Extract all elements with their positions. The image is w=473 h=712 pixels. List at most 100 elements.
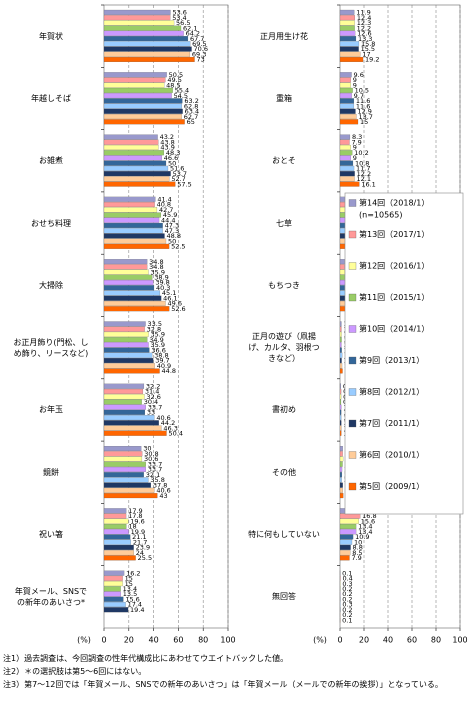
value-label: 0.1 — [342, 569, 352, 577]
bar — [339, 134, 351, 140]
value-label: 65 — [187, 118, 195, 126]
bar — [339, 56, 364, 62]
value-label: 7.9 — [351, 138, 361, 146]
bar — [103, 575, 123, 581]
bar — [339, 487, 343, 493]
bar — [339, 466, 343, 472]
value-label: 62.8 — [184, 102, 198, 110]
value-label: 19.4 — [130, 606, 144, 614]
bar — [103, 513, 127, 519]
x-tick-label: 40 — [149, 636, 159, 645]
category-label: 年賀状 — [39, 31, 63, 41]
value-label: 32.8 — [147, 325, 161, 333]
bar — [103, 51, 191, 57]
legend-swatch — [348, 356, 357, 365]
value-label: 31.4 — [145, 388, 159, 396]
bar — [339, 404, 342, 410]
value-label: 50.5 — [169, 71, 183, 79]
bar — [339, 25, 355, 31]
bar — [339, 388, 342, 394]
bar — [339, 383, 341, 389]
value-label: 69.5 — [192, 40, 206, 48]
value-label: 9.6 — [354, 71, 364, 79]
value-label: 0.2 — [342, 590, 352, 598]
value-label: 8.8 — [353, 544, 363, 552]
bar — [103, 41, 191, 47]
value-label: 10 — [354, 538, 362, 546]
bar — [103, 243, 170, 249]
bar — [103, 570, 125, 576]
bar — [339, 550, 351, 556]
bar — [103, 93, 172, 99]
value-label: 33.7 — [148, 466, 162, 474]
bar — [103, 274, 153, 280]
bar — [103, 544, 134, 550]
bar — [103, 358, 154, 364]
value-label: 50.4 — [168, 429, 182, 437]
bar — [103, 383, 145, 389]
value-label: 34.8 — [149, 263, 163, 271]
bar — [103, 217, 160, 223]
bar — [339, 425, 342, 431]
legend-swatch — [348, 230, 357, 239]
bar — [103, 77, 166, 83]
value-label: 62.7 — [184, 113, 198, 121]
legend-swatch — [348, 419, 357, 428]
bar — [103, 233, 165, 239]
bar — [339, 98, 355, 104]
value-label: 40.8 — [157, 201, 171, 209]
bar — [103, 487, 155, 493]
bar — [339, 415, 342, 421]
bar — [103, 56, 195, 62]
bar — [103, 300, 166, 306]
value-label: 30.6 — [144, 455, 158, 463]
bar — [103, 420, 159, 426]
bar — [103, 508, 127, 514]
bar — [103, 523, 127, 530]
x-tick-label: 20 — [124, 636, 134, 645]
value-label: 35.9 — [151, 341, 165, 349]
value-label: 39.7 — [155, 357, 169, 365]
bar — [103, 176, 170, 182]
value-label: 62.1 — [183, 24, 197, 32]
value-label: 21.1 — [132, 533, 146, 541]
value-label: 56.5 — [176, 19, 190, 27]
bar — [103, 539, 132, 545]
value-label: 15.5 — [361, 45, 375, 53]
value-label: 33.5 — [148, 320, 162, 328]
bar — [339, 358, 342, 364]
value-label: 15.6 — [361, 517, 375, 525]
value-label: 11.6 — [356, 102, 370, 110]
value-label: 45.9 — [163, 211, 177, 219]
value-label: 16.2 — [126, 569, 140, 577]
bar — [339, 555, 350, 561]
bar — [103, 415, 155, 421]
bar — [339, 363, 343, 369]
bar — [103, 368, 160, 374]
bar — [103, 285, 155, 291]
category-label: 正月の遊び（凧揚 げ、カルタ、羽根つ きなど） — [248, 332, 320, 364]
bar — [339, 155, 351, 161]
bar — [339, 331, 342, 337]
bar — [339, 108, 356, 114]
bar — [339, 274, 345, 280]
bar — [103, 212, 162, 218]
value-label: 25.5 — [138, 554, 152, 562]
value-label: 11.7 — [356, 165, 370, 173]
value-label: 18 — [128, 523, 136, 531]
value-label: 0.3 — [342, 580, 352, 588]
legend-label: 第8回（2012/1） — [359, 387, 424, 397]
bar — [339, 430, 342, 436]
value-label: 43 — [159, 492, 167, 500]
bar — [339, 119, 359, 125]
bar — [103, 472, 144, 478]
bar — [339, 513, 361, 519]
value-label: 9 — [353, 154, 357, 162]
value-label: 10.9 — [355, 533, 369, 541]
value-label: 9 — [353, 81, 357, 89]
bar — [103, 238, 167, 244]
bar — [339, 472, 343, 478]
category-label: 祝い箸 — [39, 530, 63, 540]
bar — [339, 461, 343, 467]
